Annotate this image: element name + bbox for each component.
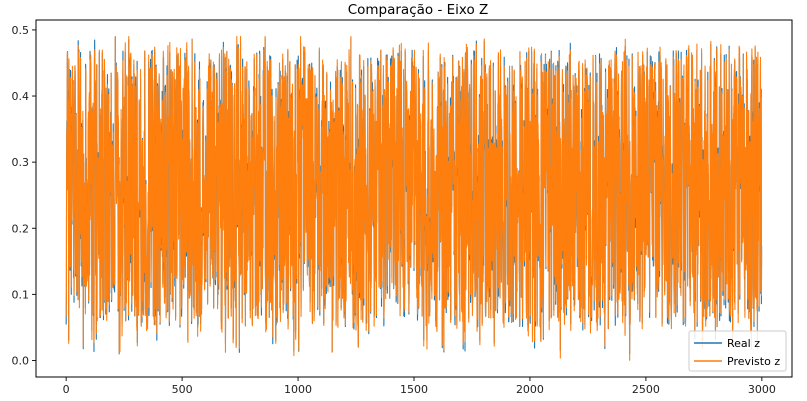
x-tick-label: 0 [63, 383, 70, 396]
series-line-previsto-z [65, 35, 763, 361]
legend: Real z Previsto z [688, 330, 787, 372]
x-tick-label: 1000 [284, 383, 312, 396]
y-tick-label: 0.4 [12, 90, 30, 103]
x-tick-label: 2000 [516, 383, 544, 396]
legend-previsto-label: Previsto z [727, 355, 780, 368]
y-axis: 0.0 0.1 0.2 0.3 0.4 0.5 [12, 24, 36, 367]
y-tick-label: 0.2 [12, 222, 30, 235]
y-tick-label: 0.3 [12, 156, 30, 169]
plot-area [65, 35, 763, 361]
x-axis: 0 500 1000 1500 2000 2500 3000 [63, 377, 776, 396]
chart-title: Comparação - Eixo Z [348, 2, 489, 18]
legend-real-label: Real z [727, 337, 760, 350]
y-tick-label: 0.1 [12, 288, 30, 301]
x-tick-label: 500 [172, 383, 193, 396]
x-tick-label: 3000 [748, 383, 776, 396]
x-tick-label: 1500 [400, 383, 428, 396]
y-tick-label: 0.5 [12, 24, 30, 37]
x-tick-label: 2500 [632, 383, 660, 396]
y-tick-label: 0.0 [12, 354, 30, 367]
